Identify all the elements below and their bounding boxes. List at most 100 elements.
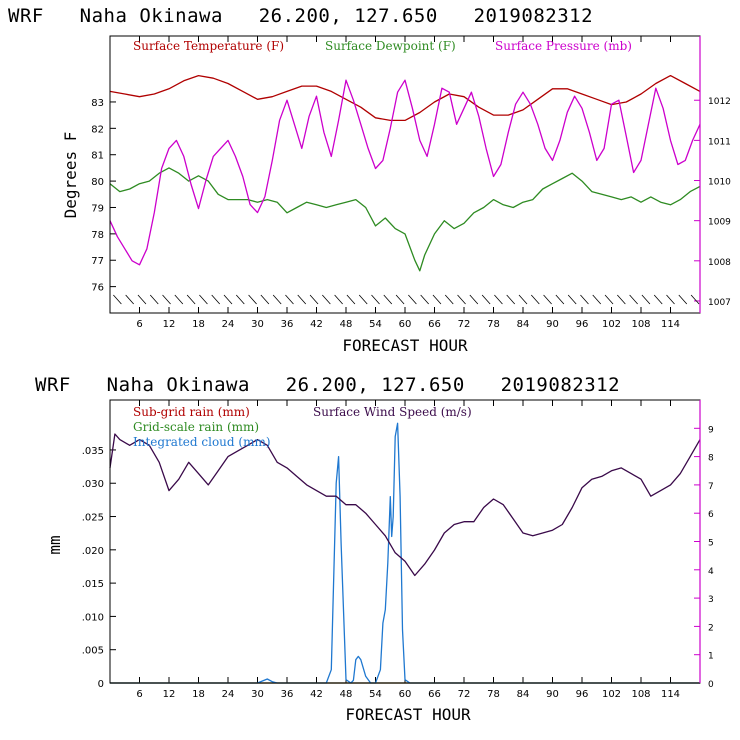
series-surface-temperature <box>109 74 701 122</box>
wind-barb <box>260 294 270 305</box>
x-tick-label: 78 <box>487 689 500 700</box>
wind-barb <box>653 294 663 305</box>
x-tick-label: 42 <box>310 319 323 330</box>
legend-integrated-cloud: Integrated cloud (mm) <box>133 435 271 449</box>
wind-barb <box>272 294 282 305</box>
y-right-tick-label: 1010 <box>708 178 731 188</box>
y-tick-label: 78 <box>91 230 104 241</box>
wind-barb <box>641 294 651 305</box>
wind-barb <box>346 294 356 305</box>
wind-barb <box>149 294 159 305</box>
x-tick-label: 24 <box>222 319 235 330</box>
legend-surface-temperature: Surface Temperature (F) <box>133 39 284 53</box>
x-tick-label: 36 <box>281 319 294 330</box>
y-tick-label: 80 <box>91 177 104 188</box>
wind-barb <box>506 294 516 305</box>
y-tick-label: 76 <box>91 283 104 294</box>
wind-barb <box>358 294 368 305</box>
wind-barb <box>408 294 417 305</box>
wind-barb <box>322 294 331 305</box>
wind-barb <box>211 294 221 305</box>
y-tick-label: 81 <box>91 151 104 162</box>
wind-barb <box>383 294 393 305</box>
x-tick-label: 30 <box>251 689 264 700</box>
wind-barb <box>629 294 638 305</box>
wind-barb <box>678 294 688 305</box>
x-tick-label: 12 <box>163 689 176 700</box>
wind-barb <box>309 294 319 305</box>
y-right-tick-label: 3 <box>708 595 714 605</box>
x-tick-label: 30 <box>251 319 264 330</box>
series-integrated-cloud <box>110 422 700 684</box>
chart1-x-axis-label: FORECAST HOUR <box>342 336 468 355</box>
wind-barb <box>285 294 294 305</box>
wind-barb <box>186 294 196 305</box>
x-tick-label: 114 <box>661 319 680 330</box>
y-tick-label: .010 <box>82 612 104 623</box>
wind-barb <box>530 294 540 305</box>
y-right-tick-label: 6 <box>708 510 714 520</box>
y-right-tick-label: 2 <box>708 623 714 633</box>
wind-barb <box>223 294 233 305</box>
y-tick-label: 82 <box>91 124 104 135</box>
y-tick-label: .035 <box>82 446 104 457</box>
wind-barb <box>297 294 307 305</box>
chart1-ticks: 6 12 18 24 30 36 42 48 54 60 66 72 78 84 90 96 102 108 114… <box>91 36 731 330</box>
chart2-series <box>109 422 701 684</box>
wind-barb <box>457 294 466 305</box>
y-right-tick-label: 4 <box>708 567 714 577</box>
x-tick-label: 48 <box>340 319 353 330</box>
x-tick-label: 6 <box>136 689 142 700</box>
x-tick-label: 18 <box>192 689 205 700</box>
y-tick-label: 83 <box>91 98 104 109</box>
x-tick-label: 24 <box>222 689 235 700</box>
y-right-tick-label: 8 <box>708 454 714 464</box>
wind-barb <box>420 294 429 305</box>
wind-barb <box>543 294 552 305</box>
y-right-tick-label: 7 <box>708 482 714 492</box>
wind-barb <box>690 294 700 305</box>
wind-barb <box>113 294 122 305</box>
y-right-tick-label: 1007 <box>708 298 731 308</box>
wind-barb <box>617 294 626 305</box>
wind-barb <box>580 294 589 305</box>
wind-barb <box>432 294 442 305</box>
legend-surface-dewpoint: Surface Dewpoint (F) <box>325 39 456 53</box>
y-right-tick-label: 1012 <box>708 97 731 107</box>
y-tick-label: .015 <box>82 579 104 590</box>
wind-barb <box>174 294 184 305</box>
chart-rain-wind-panel: WRF Naha Okinawa 26.200, 127.650 2019082… <box>35 374 714 724</box>
legend-surface-wind-speed: Surface Wind Speed (m/s) <box>313 405 472 419</box>
x-tick-label: 90 <box>546 689 559 700</box>
x-tick-label: 54 <box>369 689 382 700</box>
wind-barb <box>666 294 675 305</box>
series-surface-pressure <box>109 79 701 266</box>
y-right-tick-label: 0 <box>708 680 714 690</box>
chart1-series <box>109 74 701 272</box>
y-tick-label: 79 <box>91 203 104 214</box>
x-tick-label: 42 <box>310 689 323 700</box>
legend-subgrid-rain: Sub-grid rain (mm) <box>133 405 250 419</box>
chart2-y-axis-label: mm <box>45 535 64 554</box>
chart-temperature-panel: WRF Naha Okinawa 26.200, 127.650 2019082… <box>8 5 731 355</box>
chart2-x-axis-label: FORECAST HOUR <box>345 705 471 724</box>
x-tick-label: 108 <box>631 689 650 700</box>
y-right-tick-label: 1011 <box>708 137 731 147</box>
wind-barb <box>137 294 147 305</box>
x-tick-label: 54 <box>369 319 382 330</box>
wind-barb <box>334 294 343 305</box>
wind-barb <box>494 294 503 305</box>
wind-barb <box>395 294 405 305</box>
legend-gridscale-rain: Grid-scale rain (mm) <box>133 420 259 434</box>
y-right-tick-label: 1009 <box>708 218 731 228</box>
chart2-title: WRF Naha Okinawa 26.200, 127.650 2019082… <box>35 374 620 396</box>
wind-barb <box>371 294 380 305</box>
x-tick-label: 66 <box>428 689 441 700</box>
x-tick-label: 18 <box>192 319 205 330</box>
wind-barb <box>125 294 134 305</box>
wind-barb <box>162 294 171 305</box>
chart1-wind-barbs <box>113 294 700 305</box>
x-tick-label: 6 <box>136 319 142 330</box>
y-tick-label: .025 <box>82 513 104 524</box>
